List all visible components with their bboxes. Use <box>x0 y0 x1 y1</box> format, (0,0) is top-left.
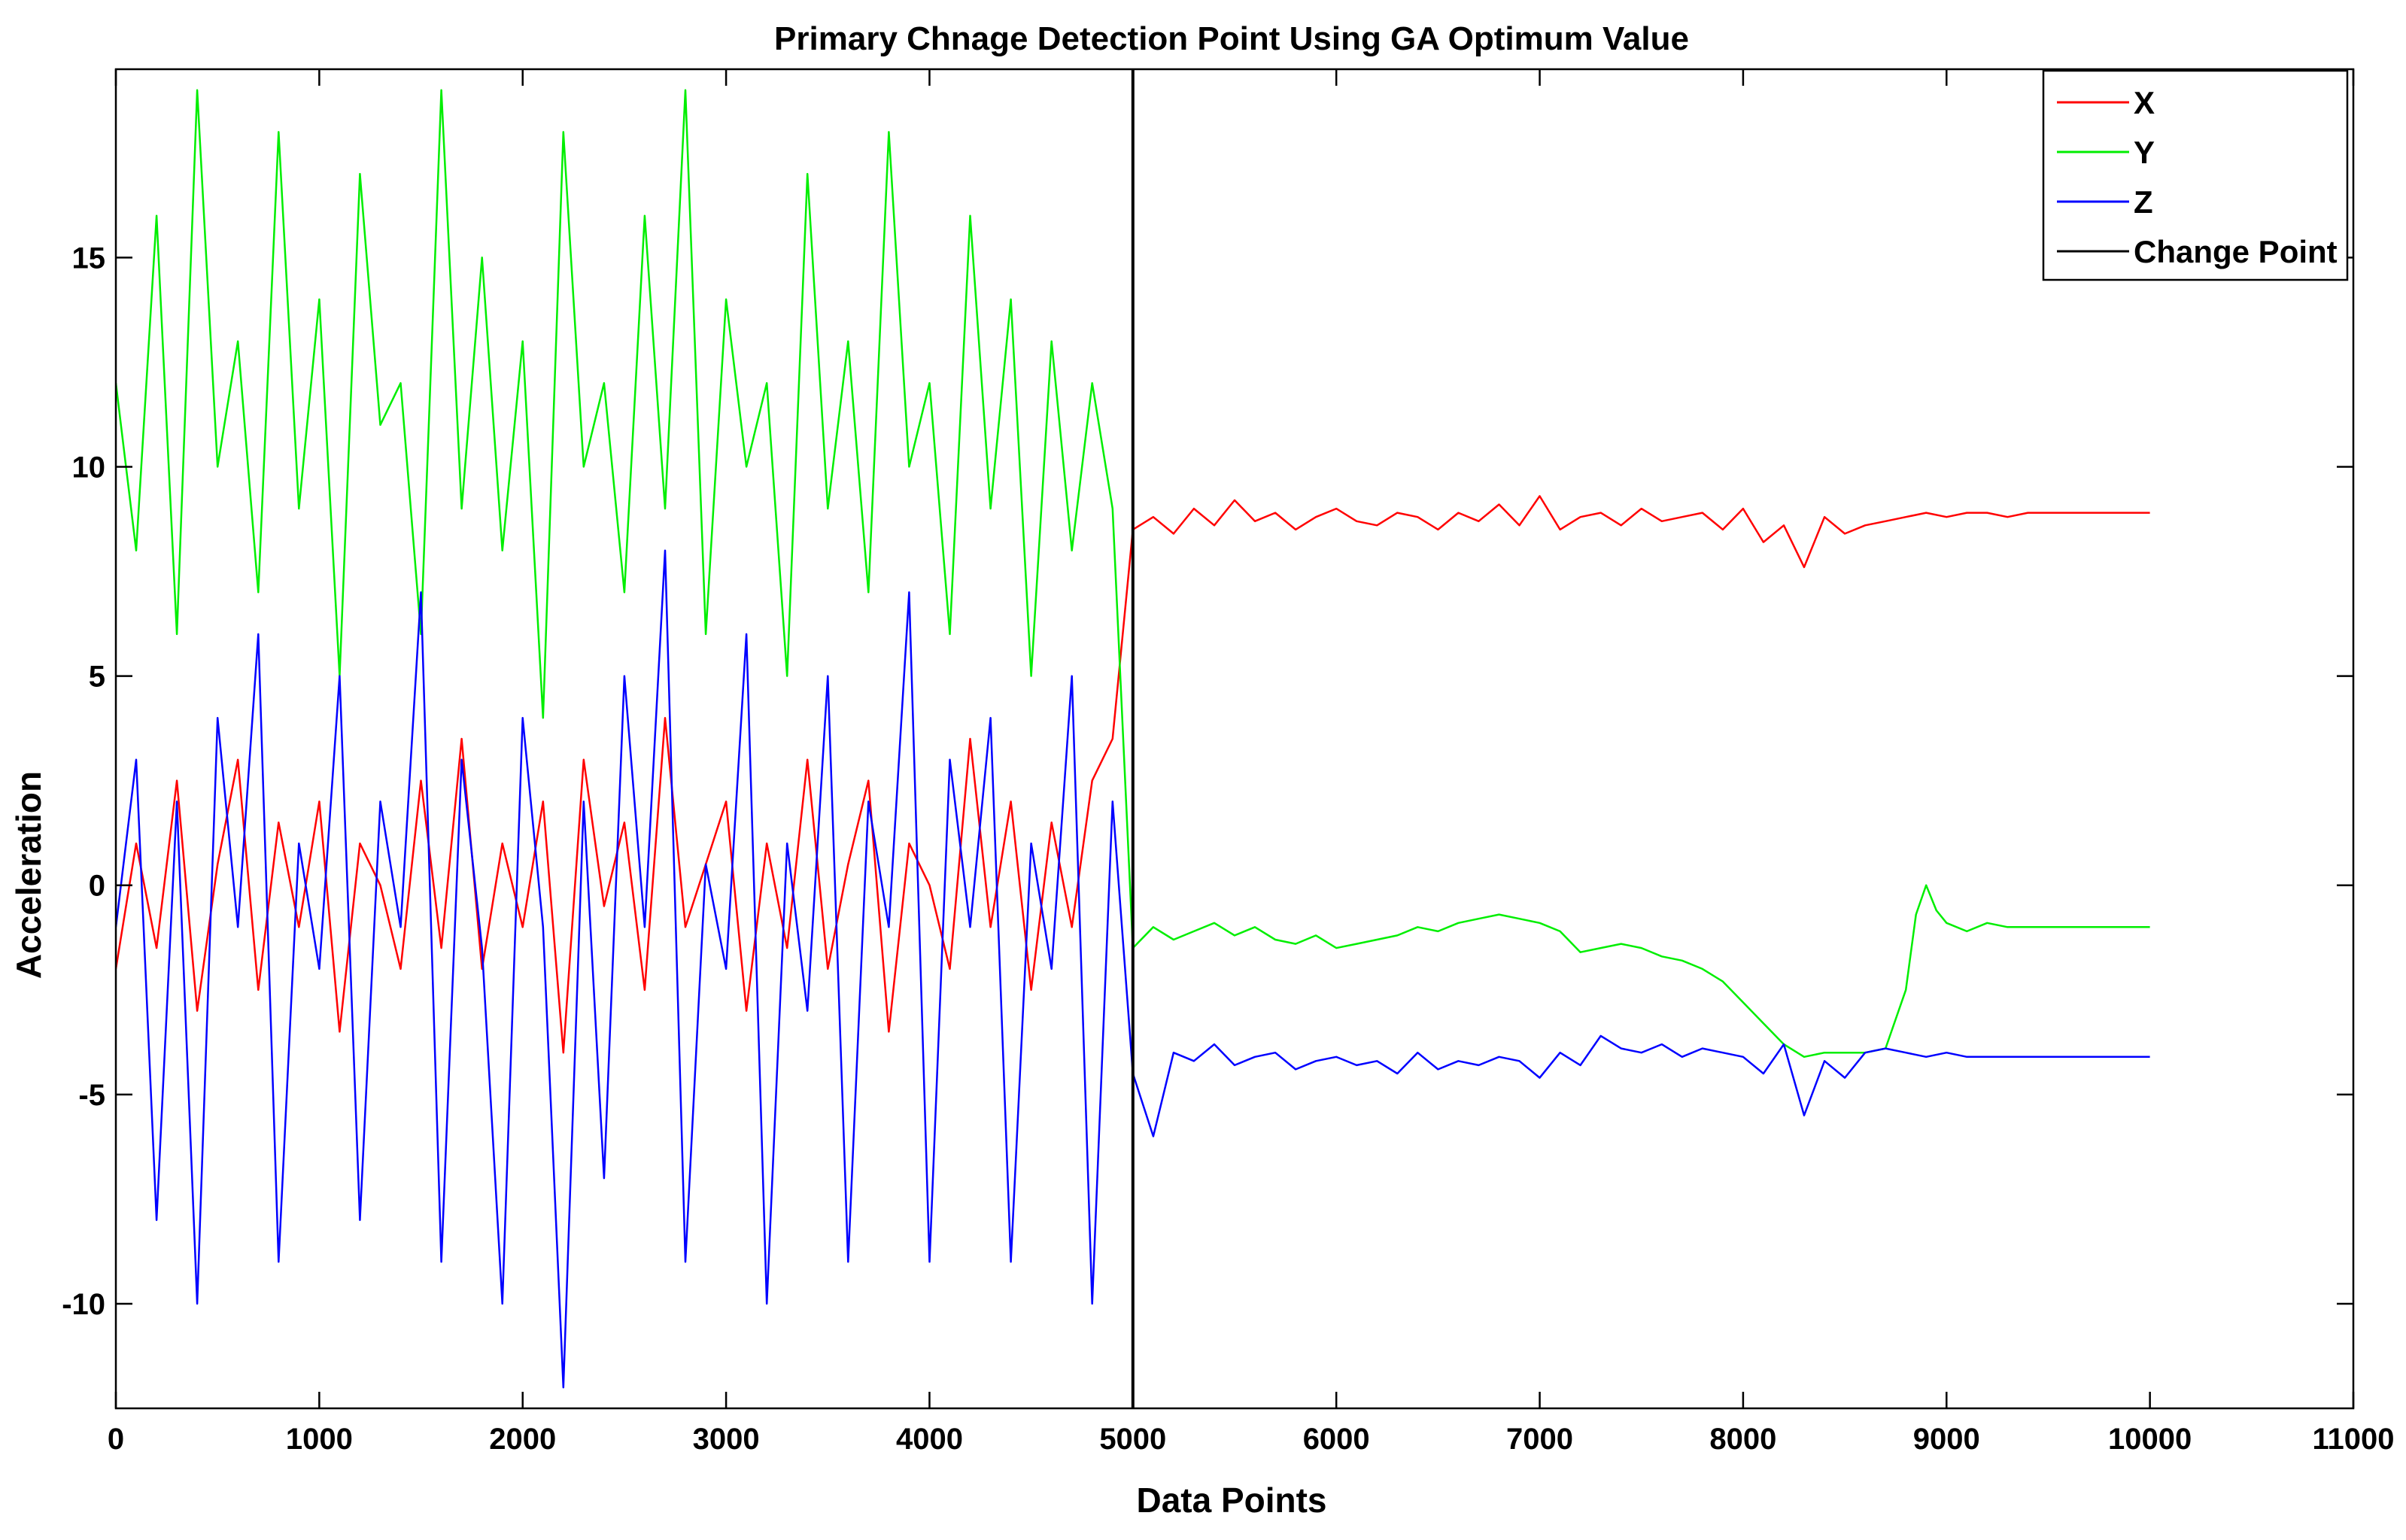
x-tick-label: 2000 <box>489 1423 556 1456</box>
y-axis-label: Acceleration <box>9 771 48 979</box>
plot-frame <box>114 68 2355 1410</box>
x-tick-label: 4000 <box>896 1423 963 1456</box>
y-tick-label: 5 <box>89 661 105 694</box>
x-tick-label: 8000 <box>1709 1423 1776 1456</box>
x-tick-label: 10000 <box>2108 1423 2192 1456</box>
legend-label-change-point: Change Point <box>2134 234 2338 269</box>
x-axis-label: Data Points <box>1136 1481 1326 1520</box>
y-tick-label: 15 <box>72 241 106 275</box>
legend-label-z: Z <box>2134 184 2153 220</box>
x-tick-label: 1000 <box>286 1423 353 1456</box>
legend-label-y: Y <box>2134 135 2155 170</box>
axes-layer: 0 1000 2000 3000 4000 5000 6000 7000 8000 9000 100… <box>62 68 2395 1456</box>
legend: XYZ Change Point <box>2042 69 2349 281</box>
y-tick-label: 10 <box>72 451 106 484</box>
x-tick-label: 3000 <box>693 1423 760 1456</box>
x-tick-label: 5000 <box>1099 1423 1166 1456</box>
x-tick-label: 11000 <box>2312 1423 2394 1456</box>
legend-box <box>2042 69 2349 281</box>
legend-label-x: X <box>2134 85 2155 120</box>
x-tick-label: 0 <box>108 1423 124 1456</box>
series-line-y <box>116 89 2150 1059</box>
y-tick-label: 0 <box>89 870 105 903</box>
y-tick-label: -10 <box>62 1288 105 1321</box>
chart-title: Primary Chnage Detection Point Using GA … <box>774 20 1689 57</box>
y-tick-label: -5 <box>78 1079 105 1112</box>
x-tick-label: 7000 <box>1506 1423 1573 1456</box>
x-tick-label: 6000 <box>1303 1423 1370 1456</box>
x-tick-label: 9000 <box>1913 1423 1980 1456</box>
